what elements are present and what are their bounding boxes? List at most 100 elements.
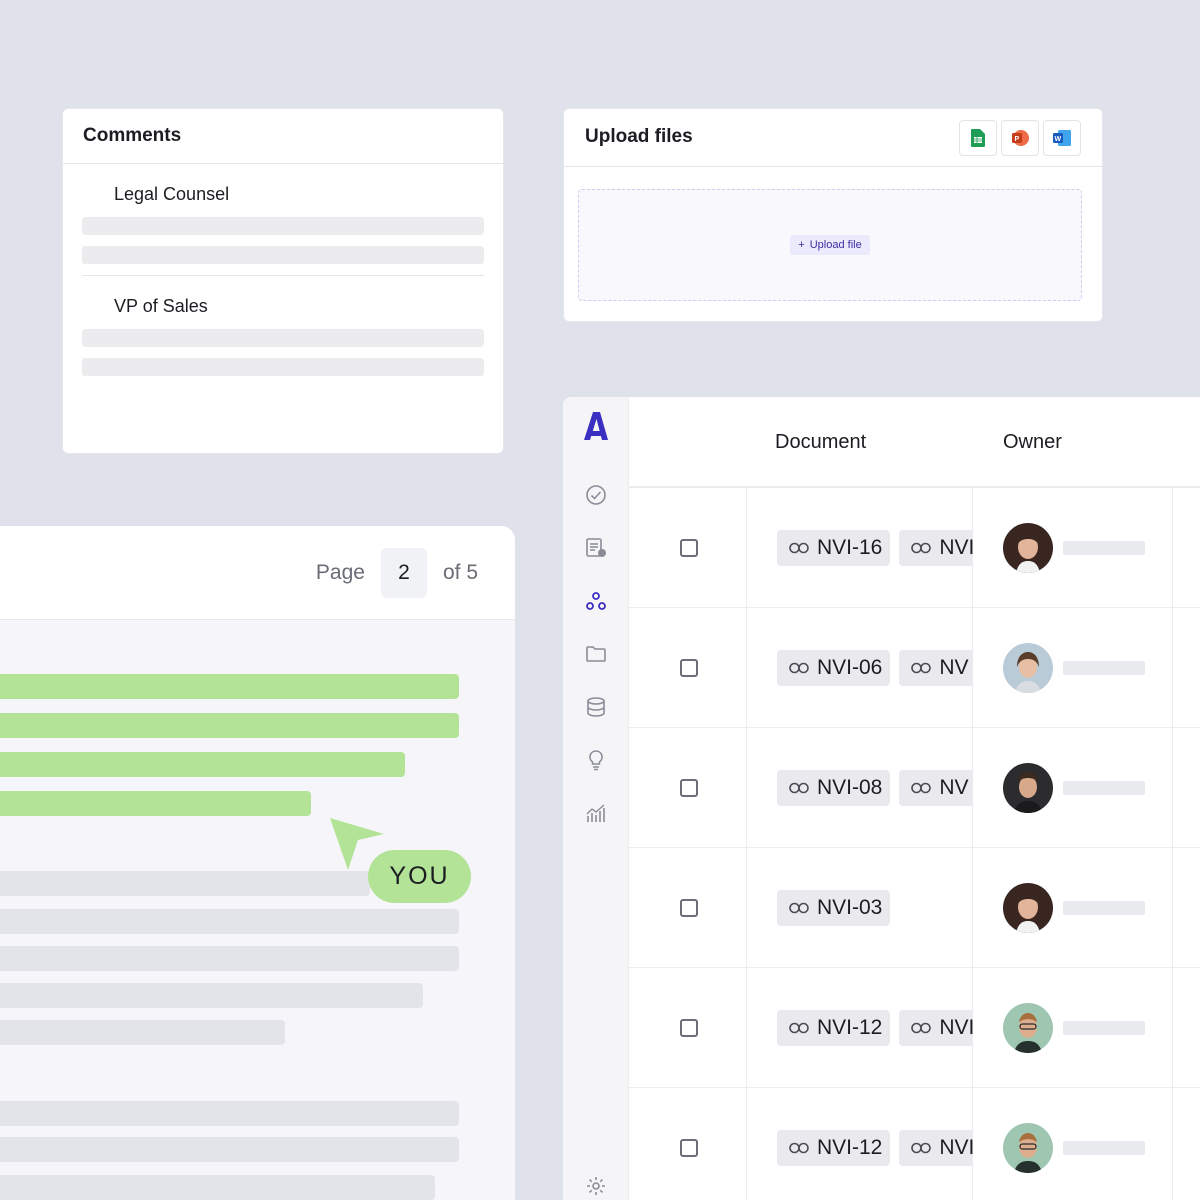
link-icon: [911, 1136, 932, 1160]
sheets-icon: [959, 120, 997, 156]
upload-panel: Upload files P W + Upload file: [563, 108, 1103, 322]
document-links: NVI-16 NVI: [777, 530, 973, 566]
comment-item[interactable]: Legal Counsel: [82, 164, 484, 264]
owner-name-placeholder: [1063, 781, 1145, 795]
document-chip[interactable]: NVI: [899, 1130, 973, 1166]
highlighted-line: [0, 791, 311, 816]
table-header: Document Owner: [629, 397, 1200, 488]
document-chip[interactable]: NVI: [899, 1010, 973, 1046]
column-divider: [746, 488, 747, 1200]
document-id: NVI-12: [817, 1016, 883, 1039]
page-label: Page: [315, 561, 365, 584]
owner-avatar: [1003, 1123, 1053, 1173]
link-icon: [911, 656, 932, 680]
document-id: NVI-08: [817, 776, 883, 799]
link-icon: [911, 776, 932, 800]
document-links: NVI-08 NV: [777, 770, 973, 806]
comment-author: VP of Sales: [114, 296, 208, 316]
document-links: NVI-12 NVI: [777, 1130, 973, 1166]
comment-item[interactable]: VP of Sales: [82, 276, 484, 376]
document-id: NV: [939, 776, 969, 799]
document-chip[interactable]: NVI: [899, 530, 973, 566]
folder-icon[interactable]: [584, 642, 608, 666]
document-chip[interactable]: NVI-12: [777, 1130, 891, 1166]
divider: [82, 275, 484, 276]
document-id: NVI: [939, 536, 973, 559]
database-icon[interactable]: [584, 695, 608, 719]
row-checkbox[interactable]: [680, 1139, 698, 1157]
row-checkbox[interactable]: [680, 1019, 698, 1037]
column-divider: [1172, 488, 1173, 1200]
link-icon: [911, 1016, 932, 1040]
owner-avatar: [1003, 883, 1053, 933]
nodes-icon[interactable]: [584, 589, 608, 613]
document-id: NVI: [939, 1136, 973, 1159]
file-dropzone[interactable]: + Upload file: [578, 189, 1082, 301]
collaborator-label: YOU: [368, 850, 471, 903]
comments-title: Comments: [63, 109, 503, 164]
document-chip[interactable]: NVI-16: [777, 530, 891, 566]
text-line-placeholder: [0, 1101, 459, 1126]
table-row[interactable]: NVI-06 NV: [629, 608, 1200, 728]
document-chip[interactable]: NV: [899, 770, 973, 806]
check-circle-icon[interactable]: [584, 483, 608, 507]
text-line-placeholder: [0, 1020, 285, 1045]
analytics-icon[interactable]: [584, 801, 608, 825]
document-chip[interactable]: NV: [899, 650, 973, 686]
document-id: NVI: [939, 1016, 973, 1039]
link-icon: [911, 536, 932, 560]
row-checkbox[interactable]: [680, 659, 698, 677]
file-type-icons: P W: [959, 120, 1081, 156]
comment-text-placeholder: [82, 246, 484, 264]
document-viewer: Page 2 of 5 YOU: [0, 526, 515, 1200]
sidebar: [563, 397, 629, 1200]
row-checkbox[interactable]: [680, 899, 698, 917]
table-row[interactable]: NVI-16 NVI: [629, 488, 1200, 608]
comment-text-placeholder: [82, 358, 484, 376]
comment-text-placeholder: [82, 217, 484, 235]
page-number-input[interactable]: 2: [380, 548, 427, 598]
owner-name-placeholder: [1063, 901, 1145, 915]
document-chip[interactable]: NVI-08: [777, 770, 891, 806]
report-icon[interactable]: [584, 536, 608, 560]
upload-file-label: Upload file: [809, 239, 862, 251]
comments-panel: Comments Legal Counsel VP of Sales: [62, 108, 504, 454]
highlighted-line: [0, 752, 405, 777]
row-checkbox[interactable]: [680, 779, 698, 797]
text-line-placeholder: [0, 1137, 459, 1162]
column-header-owner[interactable]: Owner: [1003, 431, 1062, 453]
table-row[interactable]: NVI-12 NVI: [629, 968, 1200, 1088]
row-checkbox[interactable]: [680, 539, 698, 557]
link-icon: [789, 896, 809, 920]
text-line-placeholder: [0, 871, 370, 896]
highlighted-line: [0, 713, 459, 738]
upload-file-button[interactable]: + Upload file: [790, 235, 870, 255]
document-links: NVI-06 NV: [777, 650, 973, 686]
document-id: NVI-03: [817, 896, 883, 919]
lightbulb-icon[interactable]: [584, 748, 608, 772]
document-id: NV: [939, 656, 969, 679]
document-chip[interactable]: NVI-12: [777, 1010, 891, 1046]
column-divider: [972, 488, 973, 1200]
upload-title: Upload files: [585, 126, 693, 147]
owner-name-placeholder: [1063, 1021, 1145, 1035]
highlighted-line: [0, 674, 459, 699]
svg-text:W: W: [1055, 136, 1062, 143]
document-chip[interactable]: NVI-03: [777, 890, 891, 926]
comment-text-placeholder: [82, 329, 484, 347]
document-chip[interactable]: NVI-06: [777, 650, 891, 686]
document-id: NVI-16: [817, 536, 883, 559]
text-line-placeholder: [0, 946, 459, 971]
word-icon: W: [1043, 120, 1081, 156]
collaborator-cursor-icon: [330, 818, 384, 870]
table-row[interactable]: NVI-12 NVI: [629, 1088, 1200, 1200]
table-row[interactable]: NVI-08 NV: [629, 728, 1200, 848]
owner-name-placeholder: [1063, 1141, 1145, 1155]
settings-icon[interactable]: [584, 1174, 608, 1198]
column-header-document[interactable]: Document: [775, 431, 867, 453]
owner-avatar: [1003, 1003, 1053, 1053]
link-icon: [789, 656, 809, 680]
table-row[interactable]: NVI-03: [629, 848, 1200, 968]
link-icon: [789, 1016, 809, 1040]
text-line-placeholder: [0, 1175, 435, 1200]
